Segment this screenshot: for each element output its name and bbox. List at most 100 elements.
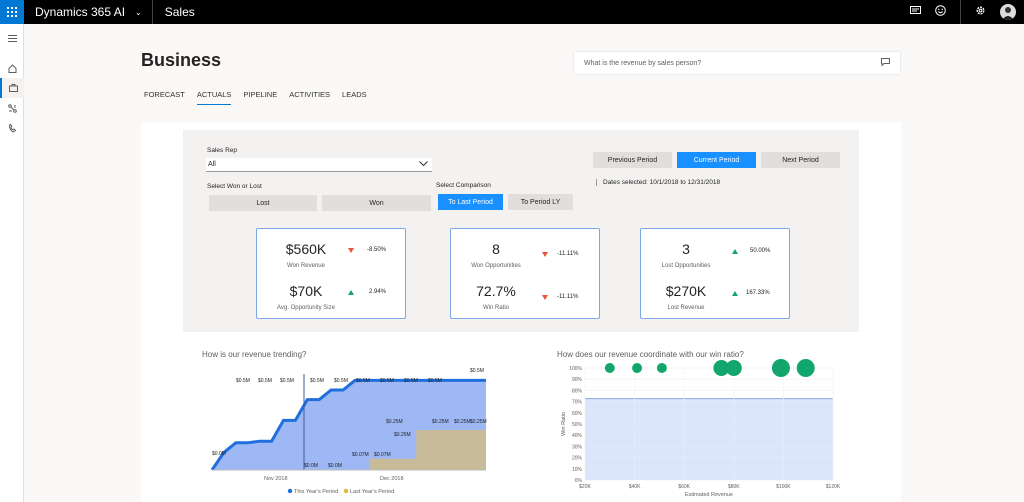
x-tick-label: $60K bbox=[678, 484, 690, 490]
kpi-card-revenue: $560K Won Revenue -8.50% $70K Avg. Oppor… bbox=[256, 228, 406, 319]
data-label: $0.5M bbox=[380, 378, 394, 384]
comment-icon[interactable] bbox=[881, 58, 890, 68]
x-axis-label: Estimated Revenue bbox=[685, 492, 733, 498]
to-last-period-button[interactable]: To Last Period bbox=[438, 194, 503, 210]
x-tick-label: $40K bbox=[629, 484, 641, 490]
kpi-label: Lost Opportunities bbox=[661, 263, 711, 269]
kpi-change: -11.11% bbox=[557, 294, 579, 300]
tab-activities[interactable]: ACTIVITIES bbox=[289, 90, 331, 99]
scatter-point bbox=[771, 359, 790, 377]
data-label: $0.5M bbox=[258, 378, 272, 384]
y-axis-label: Win Ratio bbox=[561, 412, 567, 436]
flow-icon[interactable] bbox=[0, 98, 24, 118]
y-tick-label: 100% bbox=[569, 366, 582, 372]
scatter-point bbox=[604, 363, 615, 373]
sales-rep-label: Sales Rep bbox=[207, 147, 237, 154]
briefcase-icon[interactable] bbox=[0, 78, 24, 98]
x-tick-label: Nov 2018 bbox=[264, 476, 288, 482]
y-tick-label: 0% bbox=[575, 478, 583, 484]
to-period-ly-button[interactable]: To Period LY bbox=[508, 194, 573, 210]
comparison-label: Select Comparison bbox=[436, 182, 491, 189]
previous-period-button[interactable]: Previous Period bbox=[593, 152, 672, 168]
y-tick-label: 50% bbox=[572, 422, 583, 428]
data-label: $0.25M bbox=[432, 419, 449, 425]
kpi-value: 72.7% bbox=[476, 283, 516, 299]
kpi-change: 50.00% bbox=[750, 248, 771, 254]
kpi-change: 2.94% bbox=[369, 289, 387, 295]
divider bbox=[960, 0, 961, 24]
y-tick-label: 40% bbox=[572, 433, 583, 439]
data-label: $0.5M bbox=[280, 378, 294, 384]
won-lost-label: Select Won or Lost bbox=[207, 183, 262, 190]
kpi-label: Win Ratio bbox=[482, 305, 509, 311]
chat-icon[interactable] bbox=[910, 3, 921, 21]
trend-down-icon bbox=[542, 252, 548, 257]
y-tick-label: 30% bbox=[572, 444, 583, 450]
trend-up-icon bbox=[732, 291, 738, 296]
last-year-area bbox=[300, 430, 486, 470]
kpi-label: Won Opportunities bbox=[471, 263, 521, 269]
qa-placeholder: What is the revenue by sales person? bbox=[584, 59, 702, 67]
y-tick-label: 90% bbox=[572, 377, 583, 383]
tab-actuals[interactable]: ACTUALS bbox=[196, 90, 232, 105]
data-label: $0.07M bbox=[374, 452, 391, 458]
qa-input[interactable]: What is the revenue by sales person? bbox=[574, 52, 900, 74]
y-tick-label: 60% bbox=[572, 411, 583, 417]
app-switcher[interactable]: Dynamics 365 AI ⌄ bbox=[24, 0, 142, 24]
x-tick-label: $120K bbox=[826, 484, 841, 490]
phone-icon[interactable] bbox=[0, 118, 24, 138]
smiley-icon[interactable] bbox=[935, 3, 946, 21]
y-tick-label: 20% bbox=[572, 456, 583, 462]
kpi-card-opportunities: 8 Won Opportunities -11.11% 72.7% Win Ra… bbox=[450, 228, 600, 319]
waffle-icon[interactable] bbox=[0, 0, 24, 24]
kpi-value: 8 bbox=[492, 241, 500, 257]
divider bbox=[151, 0, 153, 24]
legend-marker bbox=[287, 488, 293, 494]
kpi-value: $70K bbox=[289, 283, 323, 299]
kpi-label: Lost Revenue bbox=[667, 305, 705, 311]
chart-title: How does our revenue coordinate with our… bbox=[557, 350, 744, 359]
kpi-label: Avg. Opportunity Size bbox=[277, 305, 335, 311]
win-ratio-scatter-chart[interactable]: 0% 10% 20% 30% 40% 50% 60% 70% 80% 90% 100% $20K $40… bbox=[555, 358, 845, 500]
next-period-button[interactable]: Next Period bbox=[761, 152, 840, 168]
scatter-point bbox=[796, 359, 815, 377]
chart-title: How is our revenue trending? bbox=[202, 350, 307, 359]
lost-button[interactable]: Lost bbox=[209, 195, 317, 211]
y-tick-label: 10% bbox=[572, 467, 583, 473]
scatter-point bbox=[713, 360, 730, 376]
gear-icon[interactable] bbox=[975, 3, 986, 21]
kpi-value: $270K bbox=[665, 283, 707, 299]
chevron-down-icon bbox=[419, 161, 428, 169]
data-label: $0.5M bbox=[356, 378, 370, 384]
hamburger-icon[interactable] bbox=[0, 28, 24, 48]
trend-up-icon bbox=[348, 290, 354, 295]
home-icon[interactable] bbox=[0, 58, 24, 78]
data-label: $0.0M bbox=[304, 463, 318, 469]
scatter-point bbox=[656, 363, 667, 373]
avatar[interactable] bbox=[1000, 4, 1016, 20]
y-tick-label: 80% bbox=[572, 388, 583, 394]
data-label: $0.25M bbox=[454, 419, 471, 425]
data-label: $0.25M bbox=[394, 432, 411, 438]
sales-rep-value: All bbox=[208, 161, 216, 168]
x-tick-label: Dec 2018 bbox=[380, 476, 404, 482]
tab-leads[interactable]: LEADS bbox=[342, 90, 367, 99]
current-period-button[interactable]: Current Period bbox=[677, 152, 756, 168]
kpi-change: -11.11% bbox=[557, 251, 579, 257]
x-tick-label: $80K bbox=[728, 484, 740, 490]
tab-pipeline[interactable]: PIPELINE bbox=[243, 90, 278, 99]
revenue-trend-chart[interactable]: $0.0M $0.5M $0.5M $0.5M $0.5M $0.5M $0.5M $0.5M… bbox=[200, 362, 500, 502]
data-label: $0.5M bbox=[428, 378, 442, 384]
data-label: $0.5M bbox=[236, 378, 250, 384]
kpi-change: 167.33% bbox=[746, 290, 770, 296]
kpi-change: -8.50% bbox=[367, 247, 387, 253]
sales-rep-dropdown[interactable]: All bbox=[206, 158, 432, 172]
won-button[interactable]: Won bbox=[322, 195, 431, 211]
app-name: Dynamics 365 AI bbox=[35, 5, 126, 19]
data-label: $0.25M bbox=[386, 419, 403, 425]
this-year-line bbox=[210, 378, 486, 471]
tab-forecast[interactable]: FORECAST bbox=[144, 90, 185, 99]
data-label: $0.5M bbox=[334, 378, 348, 384]
area-title: Sales bbox=[164, 5, 195, 19]
x-tick-label: $100K bbox=[776, 484, 791, 490]
